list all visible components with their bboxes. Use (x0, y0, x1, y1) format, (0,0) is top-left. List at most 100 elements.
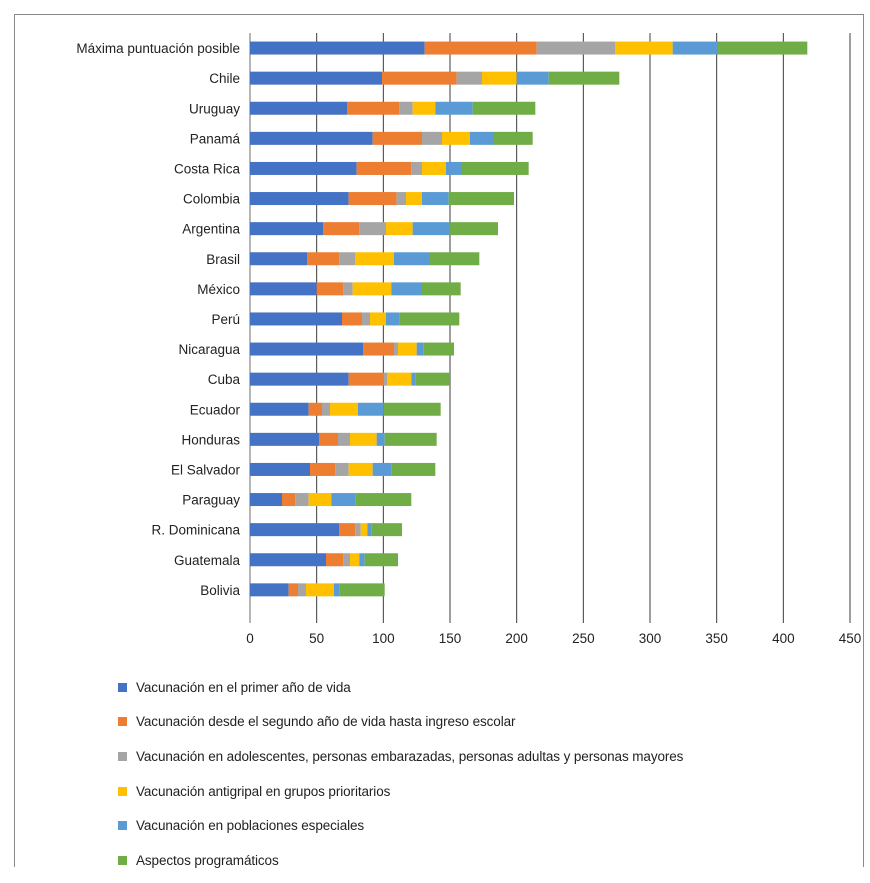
gridlines (249, 33, 851, 623)
bar-segment (450, 222, 498, 236)
bar-segment (282, 493, 296, 507)
bar-segment (355, 523, 361, 537)
bar-segment (250, 192, 349, 206)
bar-segment (494, 131, 533, 145)
category-label: R. Dominicana (151, 523, 240, 538)
bar-segment (412, 101, 436, 115)
legend-item: Vacunación en el primer año de vida (118, 675, 683, 710)
bar-segment (376, 432, 385, 446)
category-label: Perú (211, 312, 240, 327)
bar-segment (442, 131, 470, 145)
x-tick-label: 400 (772, 631, 795, 646)
bar-segment (308, 493, 332, 507)
x-tick-label: 200 (505, 631, 528, 646)
legend-item: Vacunación en poblaciones especiales (118, 813, 683, 848)
bar-segment (387, 372, 412, 386)
bar-segment (416, 342, 424, 356)
bar-segment (482, 71, 517, 85)
bar-segment (391, 462, 436, 476)
bar-segment (398, 342, 417, 356)
bar-segment (350, 432, 377, 446)
bar-segment (370, 312, 386, 326)
bar-segment (250, 312, 342, 326)
bar-segment (411, 372, 416, 386)
bar-segment (355, 252, 394, 266)
chart-frame: Máxima puntuación posible Chile Uruguay Pan… (14, 14, 864, 868)
bar-segment (386, 222, 413, 236)
bar-segment (383, 402, 441, 416)
bar-segment (386, 312, 400, 326)
bar-segment (362, 312, 370, 326)
category-label: Brasil (206, 252, 240, 267)
bar-segment (250, 583, 289, 597)
bar-segment (316, 282, 344, 296)
bar-segment (446, 161, 462, 175)
bar-segment (430, 252, 480, 266)
bar-segment (423, 342, 454, 356)
legend-swatch (118, 786, 127, 796)
bar-segment (250, 432, 320, 446)
bar-segment (250, 101, 348, 115)
bar-segment (371, 523, 402, 537)
bar-segment (394, 252, 430, 266)
bar-segment (548, 71, 620, 85)
bar-segment (335, 462, 349, 476)
bar-segment (383, 372, 388, 386)
bar-segment (382, 71, 457, 85)
bar-segment (288, 583, 298, 597)
bar-segment (307, 252, 340, 266)
bar-segment (394, 342, 398, 356)
bar-segment (250, 282, 317, 296)
bar-segment (360, 523, 368, 537)
bar-segment (330, 402, 358, 416)
category-label: Panamá (190, 131, 241, 146)
bar-segment (435, 101, 473, 115)
bar-segment (424, 41, 537, 55)
bar-segment (396, 192, 406, 206)
bar-segment (343, 282, 353, 296)
bar-segment (250, 41, 425, 55)
bar-segment (415, 372, 450, 386)
legend-item: Vacunación en adolescentes, personas emb… (118, 744, 683, 779)
bar-segment (250, 252, 308, 266)
bar-segment (412, 222, 450, 236)
bar-segment (319, 432, 338, 446)
legend-item: Aspectos programáticos (118, 848, 683, 883)
bar-segment (448, 192, 514, 206)
category-label: Paraguay (182, 493, 240, 508)
x-tick-label: 450 (839, 631, 862, 646)
bar-segment (355, 493, 412, 507)
bar-segment (250, 131, 373, 145)
bar-segment (338, 432, 350, 446)
category-label: Guatemala (174, 553, 241, 568)
bar-segment (472, 101, 536, 115)
legend-label: Vacunación en poblaciones especiales (136, 818, 365, 834)
category-label: Nicaragua (178, 342, 240, 357)
bar-segment (399, 312, 460, 326)
bars (250, 41, 808, 597)
legend-swatch (118, 717, 127, 727)
bar-segment (359, 553, 365, 567)
bar-segment (406, 192, 422, 206)
bar-segment (339, 252, 356, 266)
bar-segment (363, 342, 394, 356)
bar-segment (372, 131, 422, 145)
bar-segment (348, 372, 384, 386)
bar-segment (347, 101, 400, 115)
bar-segment (250, 342, 364, 356)
bar-segment (422, 131, 442, 145)
bar-segment (322, 402, 330, 416)
legend-swatch (118, 682, 127, 692)
bar-segment (250, 71, 382, 85)
category-label: Cuba (208, 372, 241, 387)
category-label: El Salvador (171, 462, 241, 477)
category-label: Bolivia (200, 583, 240, 598)
legend-swatch (118, 751, 127, 761)
bar-segment (391, 282, 422, 296)
legend-swatch (118, 821, 127, 831)
legend-label: Vacunación en el primer año de vida (136, 679, 351, 695)
bar-segment (422, 161, 446, 175)
legend-item: Vacunación desde el segundo año de vida … (118, 710, 683, 745)
legend-label: Vacunación desde el segundo año de vida … (136, 714, 516, 730)
bar-segment (372, 462, 392, 476)
